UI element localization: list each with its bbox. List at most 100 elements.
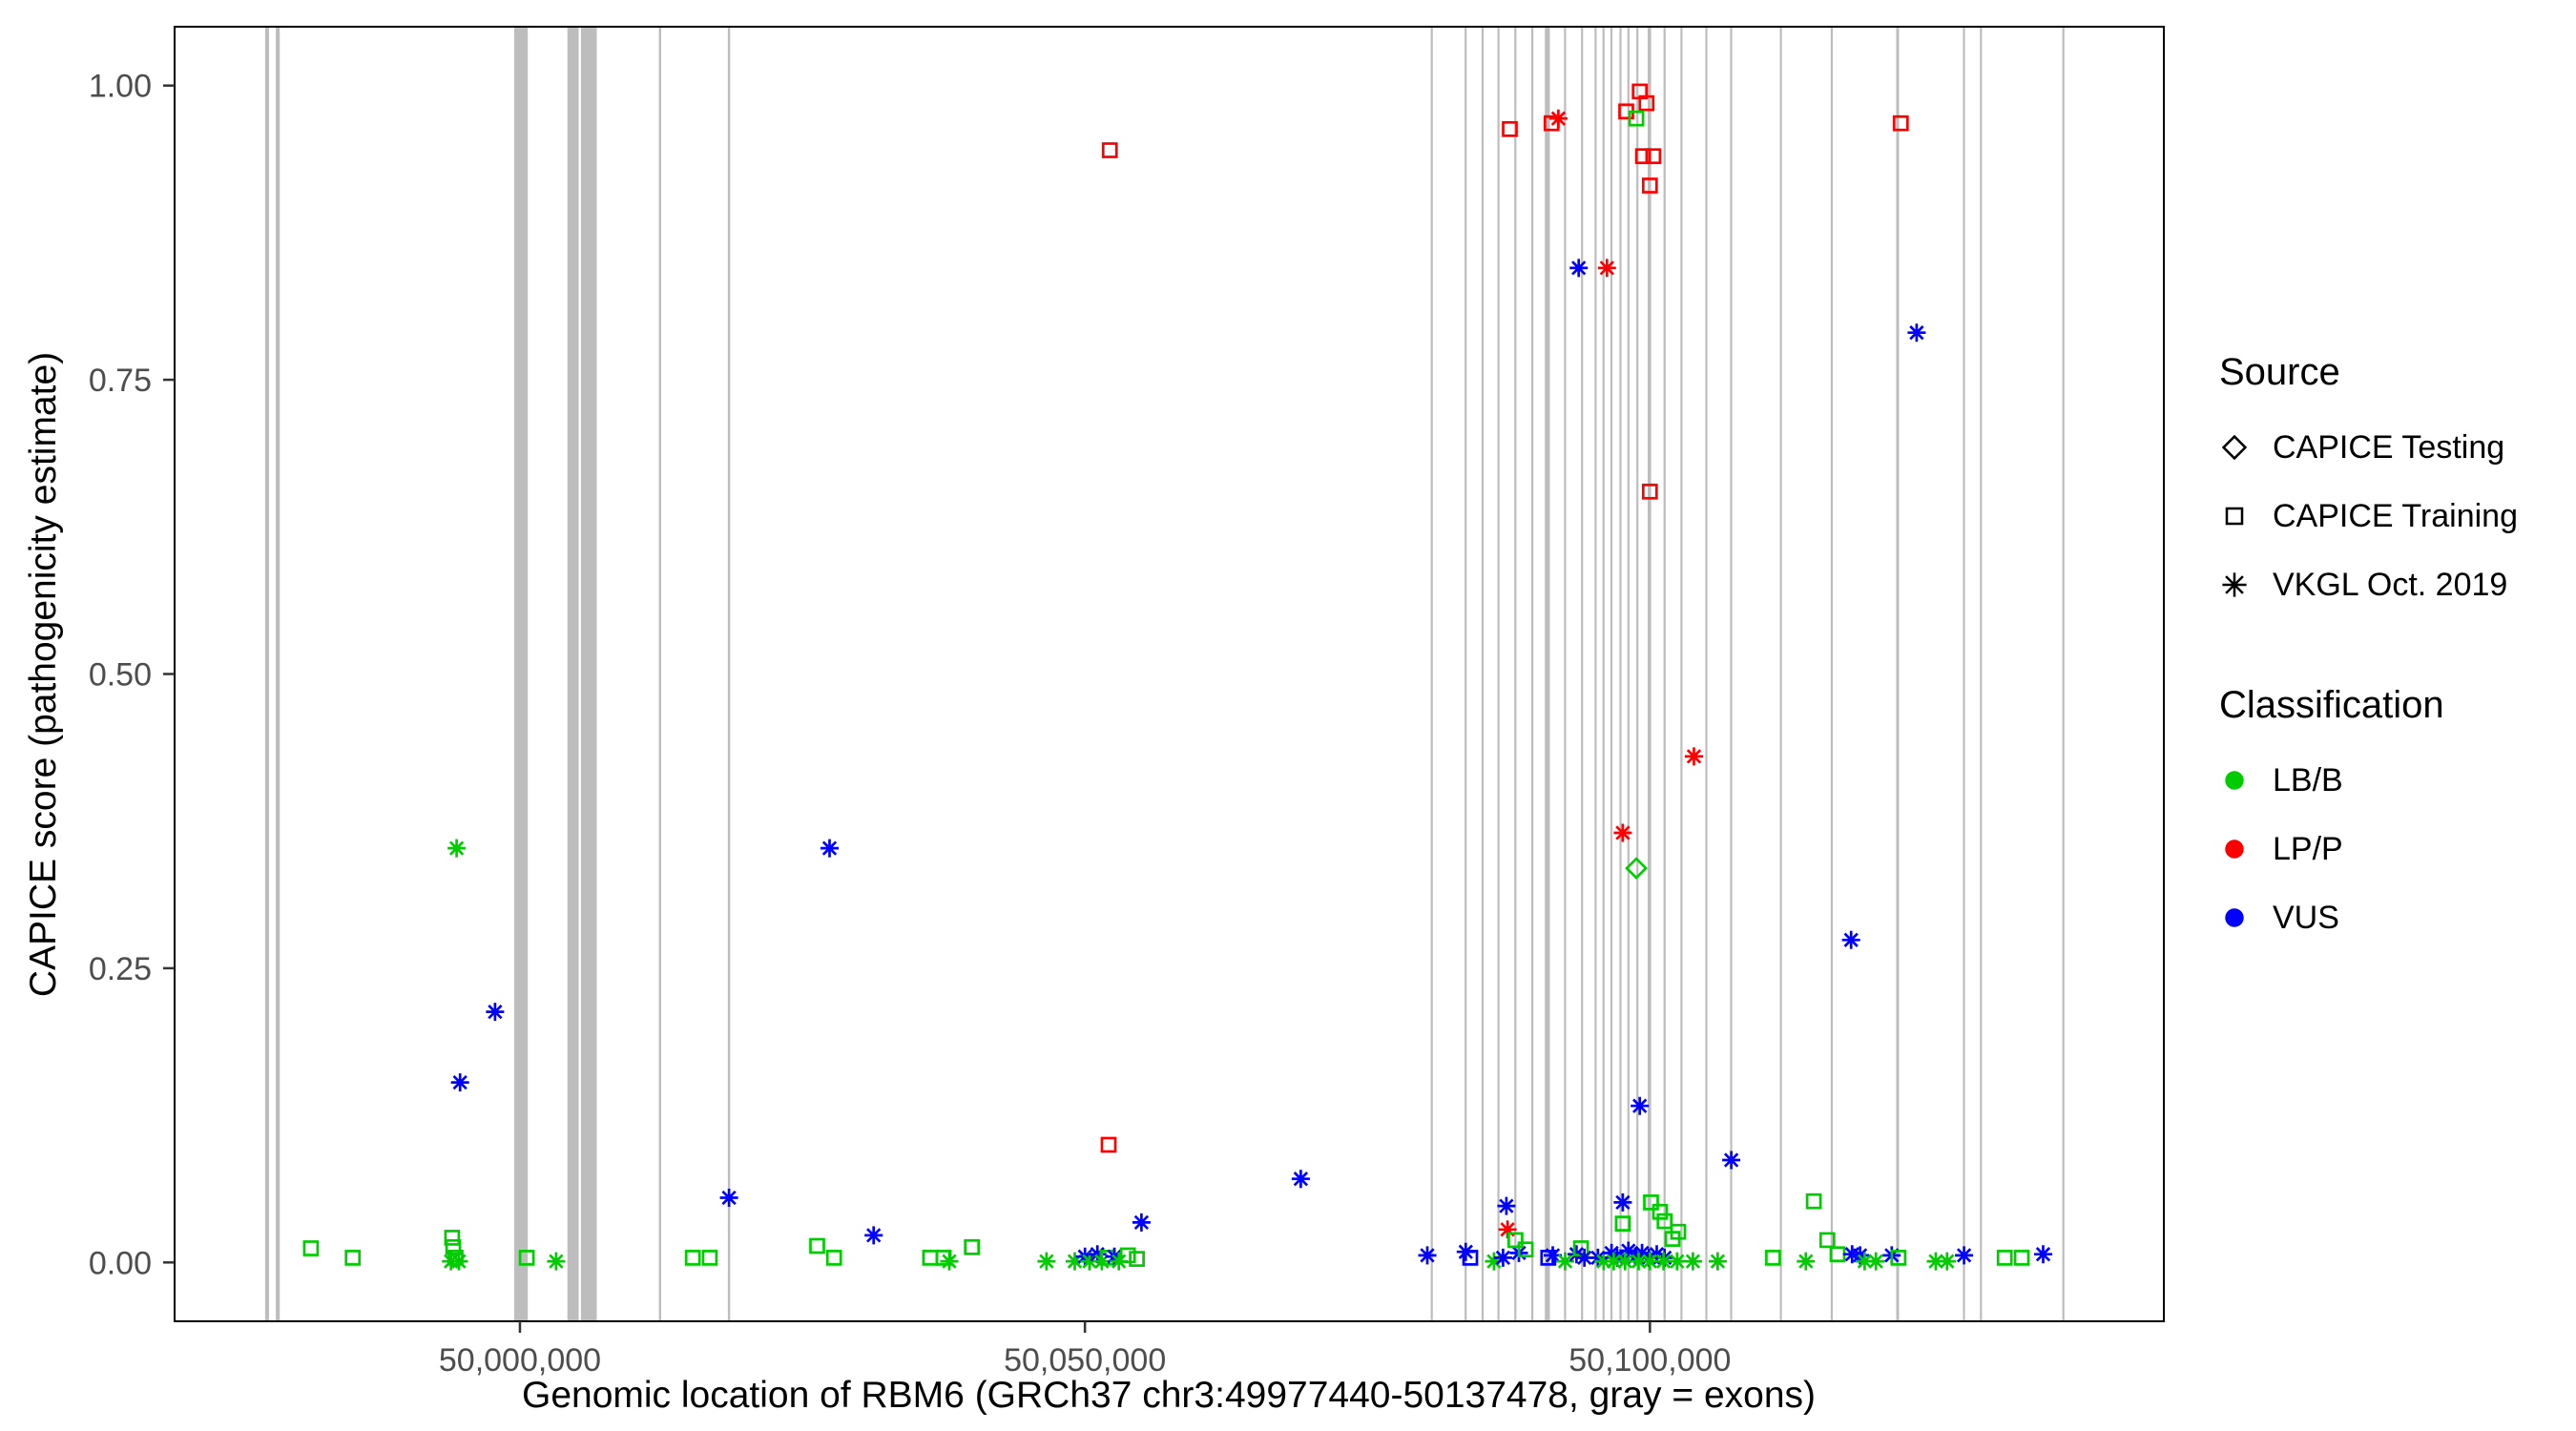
data-point: [444, 1230, 461, 1246]
exon-band: [1594, 27, 1597, 1321]
legend-item-vkgl: VKGL Oct. 2019: [2219, 550, 2518, 619]
y-axis-tick-label: 0.50: [89, 657, 152, 694]
legend-item-label: LP/P: [2273, 830, 2343, 867]
exon-band: [276, 27, 280, 1321]
data-point: [1597, 259, 1616, 278]
data-point: [684, 1250, 701, 1266]
data-point: [1643, 1194, 1659, 1211]
data-point: [1670, 1223, 1687, 1240]
exon-band: [1564, 27, 1567, 1321]
data-point: [302, 1240, 320, 1256]
exon-band: [1602, 27, 1605, 1321]
data-point: [1652, 1203, 1669, 1220]
data-point: [1575, 1248, 1594, 1267]
data-point: [1630, 1252, 1648, 1271]
exon-band: [1830, 27, 1833, 1321]
y-axis-tick-label: 0.25: [89, 951, 152, 987]
data-point: [1101, 142, 1118, 158]
x-axis-tick-label: 50,050,000: [1004, 1342, 1166, 1379]
exon-band: [264, 27, 269, 1321]
data-point: [1656, 1213, 1673, 1230]
exon-band: [1730, 27, 1733, 1321]
data-point: [1485, 1252, 1504, 1271]
data-point: [518, 1250, 535, 1266]
data-point: [1066, 1252, 1084, 1271]
exon-band: [1779, 27, 1782, 1321]
legend-item-lbb: LB/B: [2219, 746, 2518, 815]
x-axis-tick-label: 50,000,000: [439, 1342, 601, 1379]
data-point: [1088, 1245, 1107, 1264]
exon-band: [1430, 27, 1433, 1321]
data-point: [1589, 1248, 1608, 1267]
data-point: [1517, 1241, 1534, 1258]
exon-band: [1705, 27, 1708, 1321]
data-point: [2034, 1245, 2052, 1264]
data-point: [1548, 109, 1568, 128]
y-axis-tick-label: 0.75: [89, 363, 152, 399]
data-point: [809, 1237, 825, 1255]
data-point: [1625, 857, 1649, 881]
data-point: [1996, 1250, 2013, 1266]
data-point: [701, 1250, 718, 1266]
exon-band: [1465, 27, 1467, 1321]
data-point: [1634, 148, 1652, 165]
circle-lpp-icon: [2225, 840, 2244, 859]
data-point: [1765, 1250, 1781, 1266]
data-point: [1604, 1252, 1623, 1271]
data-point: [1497, 1196, 1516, 1215]
data-point: [547, 1252, 566, 1271]
data-point: [1556, 1252, 1574, 1271]
exon-band: [1680, 27, 1683, 1321]
data-point: [2013, 1250, 2030, 1266]
data-point: [1110, 1252, 1129, 1271]
data-point: [1641, 483, 1658, 500]
data-point: [1841, 930, 1860, 949]
data-point: [1615, 1252, 1634, 1271]
data-point: [1100, 1136, 1117, 1153]
y-axis-tick-label: 0.00: [89, 1245, 152, 1281]
data-point: [1645, 148, 1662, 165]
data-point: [1683, 1252, 1702, 1271]
exon-band: [1663, 27, 1666, 1321]
data-point: [940, 1252, 959, 1271]
data-point: [1668, 1252, 1687, 1271]
data-point: [1855, 1252, 1874, 1271]
x-axis-title: Genomic location of RBM6 (GRCh37 chr3:49…: [521, 1375, 1817, 1416]
legend-item-label: VUS: [2273, 899, 2339, 936]
data-point: [1291, 1170, 1310, 1189]
exon-band: [1514, 27, 1517, 1321]
y-axis-tick-label: 1.00: [89, 69, 152, 105]
legend-item-capice-testing: CAPICE Testing: [2219, 413, 2518, 482]
data-point: [1866, 1252, 1885, 1271]
legend: Source CAPICE Testing CAPICE Training VK…: [2219, 351, 2518, 952]
exon-band: [567, 27, 579, 1321]
exon-band: [1531, 27, 1534, 1321]
data-point: [1544, 1246, 1562, 1265]
diamond-icon: [2221, 434, 2248, 461]
data-point: [1805, 1192, 1822, 1210]
data-point: [1829, 1246, 1846, 1263]
data-point: [821, 839, 839, 858]
data-point: [450, 1073, 469, 1092]
data-point: [1955, 1246, 1974, 1265]
data-point: [1907, 323, 1926, 342]
data-point: [922, 1250, 939, 1266]
legend-classification-section: Classification LB/B LP/P VUS: [2219, 684, 2518, 952]
data-point: [1507, 1232, 1524, 1249]
data-point: [1628, 110, 1645, 127]
exon-band: [1980, 27, 1983, 1321]
data-point: [1129, 1251, 1145, 1267]
exon-band: [580, 27, 597, 1321]
data-point: [964, 1238, 981, 1255]
circle-lbb-icon: [2225, 771, 2244, 790]
x-axis-tick-label: 50,100,000: [1568, 1342, 1731, 1379]
exon-band: [1481, 27, 1485, 1321]
data-point: [1569, 259, 1589, 278]
data-point: [1638, 94, 1655, 112]
data-point: [1613, 823, 1632, 842]
y-axis-title: CAPICE score (pathogenicity estimate): [23, 351, 64, 998]
exon-band: [2062, 27, 2065, 1321]
data-point: [1132, 1213, 1151, 1232]
data-point: [1640, 1252, 1659, 1271]
